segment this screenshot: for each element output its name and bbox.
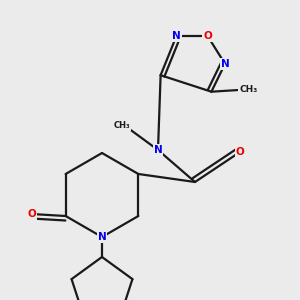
- Text: N: N: [220, 59, 230, 69]
- Text: N: N: [172, 31, 181, 41]
- Text: CH₃: CH₃: [114, 122, 130, 130]
- Text: N: N: [98, 232, 106, 242]
- Text: O: O: [203, 31, 212, 41]
- Text: N: N: [154, 145, 162, 155]
- Text: CH₃: CH₃: [239, 85, 257, 94]
- Text: O: O: [236, 147, 244, 157]
- Text: O: O: [27, 209, 36, 219]
